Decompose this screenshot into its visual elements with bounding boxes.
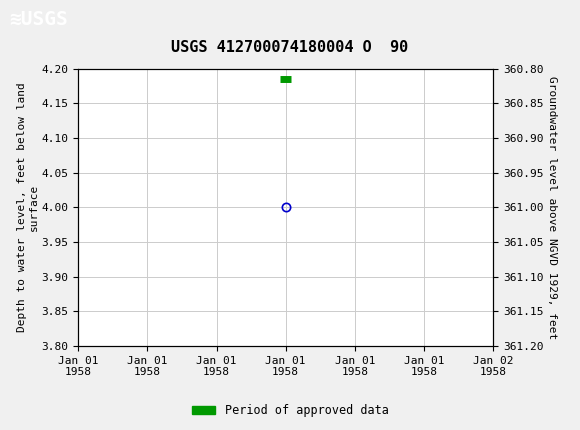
- Y-axis label: Depth to water level, feet below land
surface: Depth to water level, feet below land su…: [17, 83, 39, 332]
- Legend: Period of approved data: Period of approved data: [187, 399, 393, 422]
- Y-axis label: Groundwater level above NGVD 1929, feet: Groundwater level above NGVD 1929, feet: [548, 76, 557, 339]
- Text: USGS 412700074180004 O  90: USGS 412700074180004 O 90: [171, 40, 409, 55]
- Text: ≋USGS: ≋USGS: [9, 10, 67, 30]
